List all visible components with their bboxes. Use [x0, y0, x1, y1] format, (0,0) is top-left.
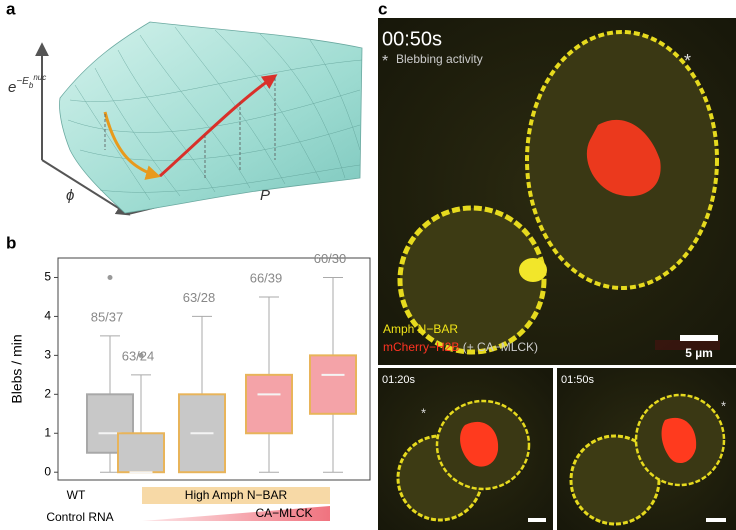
- box: [309, 354, 357, 415]
- group-label: CA−MLCK: [255, 506, 312, 520]
- y-tick-label: 3: [44, 348, 51, 362]
- landscape: [35, 21, 363, 216]
- box: [178, 393, 226, 474]
- annotation-star: *: [684, 51, 691, 71]
- y-tick-label: 5: [44, 270, 51, 284]
- annotation: Blebbing activity: [396, 52, 483, 66]
- axis-label: e−Ebnuc: [8, 73, 46, 96]
- plot-frame: [57, 257, 371, 481]
- y-tick-label: 4: [44, 309, 51, 323]
- panel-label: c: [378, 0, 387, 18]
- count-label: 63/24: [122, 348, 155, 363]
- group-label: Control RNA: [46, 510, 113, 524]
- panel-label: b: [6, 233, 16, 252]
- group-label: WT: [67, 488, 86, 502]
- count-label: 66/39: [250, 270, 283, 285]
- axis-label-part: e: [8, 79, 16, 96]
- axis-label: P: [260, 187, 270, 204]
- y-tick-label: 0: [44, 464, 51, 478]
- outlier: [138, 352, 144, 358]
- outlier: [107, 274, 113, 280]
- annotation-star: *: [382, 53, 388, 70]
- box-plot: 0 1 2 3 4 5 85/37 63/24 63/28 66/39 60/30: [44, 251, 357, 478]
- legend-entry: Amph N−BAR: [383, 322, 458, 336]
- y-tick-label: 2: [44, 386, 51, 400]
- y-tick-label: 1: [44, 425, 51, 439]
- gradient-ramp: [142, 506, 330, 521]
- group-label: High Amph N−BAR: [185, 488, 288, 502]
- scale-label: 5 µm: [685, 346, 713, 360]
- axis-label-part: b: [29, 81, 34, 90]
- annotation-star: *: [721, 398, 726, 413]
- group-bar: [142, 487, 330, 504]
- legend-part: mCherry−H2B: [383, 340, 459, 354]
- timestamp: 01:20s: [382, 374, 416, 386]
- axis-label-part: nuc: [33, 73, 46, 82]
- count-label: 85/37: [91, 309, 124, 324]
- timestamp: 01:50s: [561, 374, 595, 386]
- axis-label: ϕ: [66, 187, 74, 204]
- count-label: 60/30: [314, 251, 347, 266]
- panel-label: a: [6, 0, 16, 18]
- box: [117, 432, 165, 474]
- legend-part: (+ CA−MLCK): [463, 340, 538, 354]
- micrograph: [378, 18, 736, 530]
- axis-label-part: −E: [16, 76, 29, 87]
- legend-entry: mCherry−H2B (+ CA−MLCK): [383, 340, 538, 354]
- box: [245, 373, 293, 435]
- timestamp: 00:50s: [382, 28, 442, 50]
- y-axis-label: Blebs / min: [9, 334, 25, 403]
- count-label: 63/28: [183, 290, 216, 305]
- annotation-star: *: [421, 405, 426, 420]
